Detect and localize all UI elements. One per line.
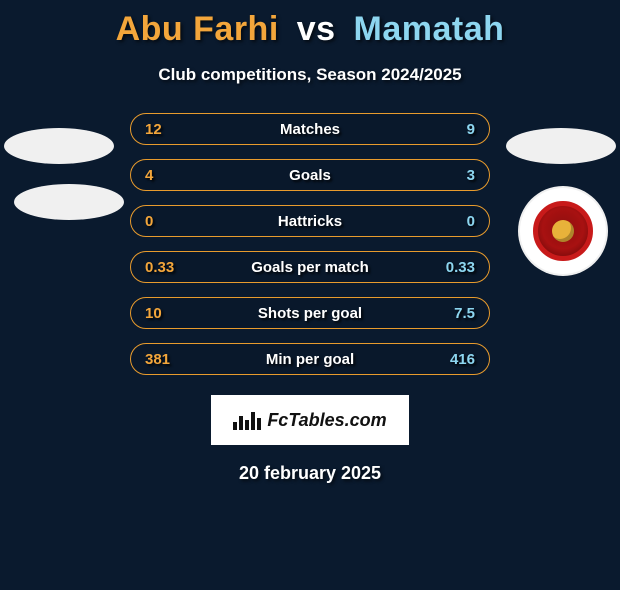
stat-left: 12 [145, 121, 162, 138]
watermark-text: FcTables.com [267, 410, 386, 431]
stat-right: 9 [467, 121, 475, 138]
stat-right: 3 [467, 167, 475, 184]
player1-shape-top [4, 128, 114, 164]
player1-shape-bottom [14, 184, 124, 220]
stat-label: Min per goal [266, 351, 354, 368]
player2-shape-top [506, 128, 616, 164]
stat-label: Shots per goal [258, 305, 362, 322]
stat-label: Goals [289, 167, 331, 184]
club-badge-inner [533, 201, 593, 261]
stat-row-shots-per-goal: 10 Shots per goal 7.5 [130, 297, 490, 329]
watermark[interactable]: FcTables.com [211, 395, 409, 445]
stat-label: Hattricks [278, 213, 342, 230]
comparison-title: Abu Farhi vs Mamatah [0, 10, 620, 49]
stat-left: 381 [145, 351, 170, 368]
stat-right: 0 [467, 213, 475, 230]
stat-right: 416 [450, 351, 475, 368]
vs-label: vs [297, 10, 336, 48]
stat-left: 10 [145, 305, 162, 322]
stat-left: 0.33 [145, 259, 174, 276]
stat-left: 4 [145, 167, 153, 184]
stat-row-goals-per-match: 0.33 Goals per match 0.33 [130, 251, 490, 283]
stat-right: 7.5 [454, 305, 475, 322]
footer-date: 20 february 2025 [0, 463, 620, 484]
stat-right: 0.33 [446, 259, 475, 276]
bars-icon [233, 410, 261, 430]
stat-label: Goals per match [251, 259, 369, 276]
stat-left: 0 [145, 213, 153, 230]
stat-label: Matches [280, 121, 340, 138]
stat-row-goals: 4 Goals 3 [130, 159, 490, 191]
player2-club-badge [520, 188, 606, 274]
stat-row-matches: 12 Matches 9 [130, 113, 490, 145]
subtitle: Club competitions, Season 2024/2025 [0, 65, 620, 85]
player1-name: Abu Farhi [116, 10, 279, 48]
stat-row-min-per-goal: 381 Min per goal 416 [130, 343, 490, 375]
stat-row-hattricks: 0 Hattricks 0 [130, 205, 490, 237]
player2-name: Mamatah [354, 10, 505, 48]
